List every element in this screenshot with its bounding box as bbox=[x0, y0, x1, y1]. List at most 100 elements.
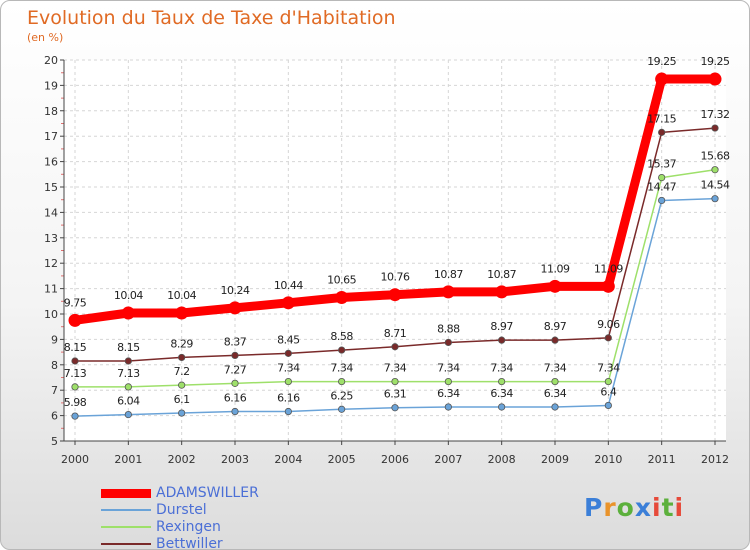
data-point-durstel bbox=[658, 196, 666, 205]
data-label-durstel: 6.1 bbox=[174, 393, 190, 406]
data-point-rexingen bbox=[71, 383, 79, 391]
y-tick-label: 19 bbox=[44, 79, 58, 92]
data-label-adamswiller: 9.75 bbox=[64, 296, 87, 309]
data-point-bettwiller bbox=[338, 346, 346, 354]
data-point-adamswiller bbox=[228, 301, 242, 315]
data-point-rexingen bbox=[284, 377, 292, 386]
x-tick-label: 2012 bbox=[701, 453, 729, 466]
data-point-bettwiller bbox=[551, 336, 559, 344]
data-label-durstel: 14.54 bbox=[701, 179, 730, 192]
legend-swatch bbox=[101, 509, 151, 511]
data-label-rexingen: 7.34 bbox=[330, 362, 353, 375]
data-point-durstel bbox=[498, 403, 506, 411]
data-point-adamswiller bbox=[548, 279, 562, 293]
legend-label: Rexingen bbox=[156, 519, 221, 535]
legend-swatch bbox=[101, 526, 151, 528]
data-label-bettwiller: 8.71 bbox=[384, 327, 407, 340]
data-point-durstel bbox=[178, 409, 186, 417]
data-label-bettwiller: 8.37 bbox=[224, 335, 247, 348]
y-tick-label: 13 bbox=[44, 232, 58, 245]
data-label-bettwiller: 8.88 bbox=[437, 322, 460, 335]
data-point-bettwiller bbox=[391, 343, 399, 351]
data-point-bettwiller bbox=[444, 338, 452, 347]
logo-letter: i bbox=[674, 493, 685, 522]
legend-label: Durstel bbox=[156, 502, 207, 518]
data-label-rexingen: 7.34 bbox=[384, 362, 407, 375]
x-tick-label: 2007 bbox=[434, 453, 462, 466]
data-label-durstel: 5.98 bbox=[64, 396, 87, 409]
data-label-adamswiller: 10.87 bbox=[434, 268, 463, 281]
x-tick-label: 2000 bbox=[61, 453, 89, 466]
data-point-adamswiller bbox=[121, 306, 135, 320]
data-label-bettwiller: 9.06 bbox=[597, 318, 620, 331]
data-point-rexingen bbox=[124, 383, 132, 391]
data-label-durstel: 14.47 bbox=[647, 180, 676, 193]
data-label-bettwiller: 8.15 bbox=[117, 341, 140, 354]
data-point-durstel bbox=[391, 404, 399, 412]
data-label-durstel: 6.31 bbox=[384, 388, 407, 401]
legend-swatch bbox=[101, 488, 151, 498]
x-tick-label: 2011 bbox=[648, 453, 676, 466]
data-point-durstel bbox=[604, 401, 612, 410]
data-label-rexingen: 7.13 bbox=[117, 367, 140, 380]
data-point-durstel bbox=[231, 407, 239, 416]
data-point-rexingen bbox=[391, 377, 399, 386]
x-tick-label: 2010 bbox=[594, 453, 622, 466]
y-tick-label: 18 bbox=[44, 105, 58, 118]
data-point-adamswiller bbox=[281, 296, 295, 310]
logo-letter: P bbox=[584, 493, 604, 522]
data-label-rexingen: 7.34 bbox=[277, 362, 300, 375]
legend-label: ADAMSWILLER bbox=[156, 485, 259, 501]
y-tick-label: 5 bbox=[51, 435, 58, 448]
data-point-bettwiller bbox=[498, 336, 506, 344]
data-label-durstel: 6.34 bbox=[490, 387, 513, 400]
data-point-bettwiller bbox=[658, 128, 666, 136]
data-label-adamswiller: 10.44 bbox=[274, 279, 303, 292]
data-label-adamswiller: 10.65 bbox=[327, 273, 356, 286]
y-tick-label: 15 bbox=[44, 181, 58, 194]
y-tick-label: 9 bbox=[51, 333, 58, 346]
data-point-durstel bbox=[124, 410, 132, 419]
data-label-durstel: 6.16 bbox=[224, 392, 247, 405]
y-tick-label: 11 bbox=[44, 283, 58, 296]
data-point-adamswiller bbox=[441, 285, 455, 299]
y-tick-label: 20 bbox=[44, 54, 58, 67]
data-point-rexingen bbox=[338, 377, 346, 386]
data-point-bettwiller bbox=[178, 353, 186, 362]
data-point-durstel bbox=[338, 405, 346, 413]
logo-letter: i bbox=[652, 493, 662, 522]
logo-letter: t bbox=[661, 493, 675, 522]
data-point-durstel bbox=[551, 403, 559, 411]
x-tick-label: 2009 bbox=[541, 453, 569, 466]
x-tick-label: 2008 bbox=[488, 453, 516, 466]
data-label-durstel: 6.4 bbox=[600, 385, 616, 398]
proxiti-logo: Proxiti bbox=[584, 493, 684, 522]
data-label-rexingen: 7.34 bbox=[437, 362, 460, 375]
legend-swatch bbox=[101, 543, 151, 545]
data-label-durstel: 6.34 bbox=[544, 387, 567, 400]
line-chart: 5 6 7 8 9 10 11 12 13 14 15 16 17 18 19 20 2000 2001 2002 2… bbox=[44, 54, 730, 466]
data-label-bettwiller: 8.97 bbox=[490, 320, 513, 333]
legend-label: Bettwiller bbox=[156, 536, 223, 550]
data-point-rexingen bbox=[604, 377, 612, 386]
data-point-adamswiller bbox=[601, 279, 615, 293]
x-tick-label: 2001 bbox=[114, 453, 142, 466]
logo-letter: r bbox=[603, 493, 617, 522]
y-tick-label: 16 bbox=[44, 156, 58, 169]
data-label-bettwiller: 17.32 bbox=[701, 108, 730, 121]
data-label-rexingen: 15.37 bbox=[647, 158, 676, 171]
data-label-bettwiller: 8.15 bbox=[64, 341, 87, 354]
y-tick-label: 17 bbox=[44, 130, 58, 143]
data-point-adamswiller bbox=[335, 290, 349, 304]
data-label-rexingen: 7.2 bbox=[174, 365, 190, 378]
data-label-rexingen: 7.34 bbox=[597, 362, 620, 375]
data-point-adamswiller bbox=[495, 285, 509, 299]
y-unit-label: (en %) bbox=[27, 31, 64, 44]
y-tick-label: 14 bbox=[44, 206, 58, 219]
data-point-rexingen bbox=[658, 174, 666, 182]
data-point-adamswiller bbox=[175, 306, 189, 320]
chart-title: Evolution du Taux de Taxe d'Habitation bbox=[27, 7, 396, 29]
data-point-rexingen bbox=[444, 377, 452, 386]
data-point-adamswiller bbox=[655, 72, 669, 86]
data-label-adamswiller: 11.09 bbox=[594, 262, 623, 275]
